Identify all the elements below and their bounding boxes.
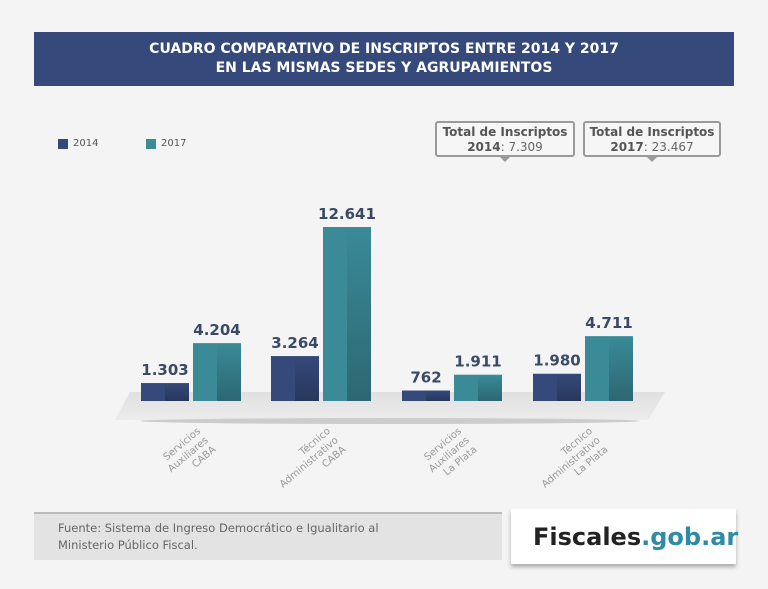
data-label: 3.264	[271, 334, 318, 352]
data-label: 1.980	[533, 352, 580, 370]
bar-shade	[217, 343, 241, 401]
legend-item-2017: 2017	[146, 138, 186, 149]
bar-shade	[165, 383, 189, 401]
chart-title: CUADRO COMPARATIVO DE INSCRIPTOS ENTRE 2…	[34, 32, 734, 86]
category-label: ServiciosAuxiliaresCABA	[158, 426, 218, 484]
platform-shadow	[140, 418, 640, 424]
legend-swatch	[146, 138, 156, 149]
total-2017-callout: Total de Inscriptos 2017: 23.467	[583, 121, 721, 162]
bar-shade	[609, 336, 633, 401]
bar-chart: 1.303 4.204 ServiciosAuxiliaresCABA 3.264 12…	[115, 205, 665, 499]
total-year: 2017	[610, 140, 644, 154]
bar-shade	[295, 356, 319, 401]
total-value: : 7.309	[500, 140, 543, 154]
legend-item-2014: 2014	[58, 138, 98, 149]
logo-text-accent: .gob.ar	[641, 522, 739, 551]
source-line-2: Ministerio Público Fiscal.	[58, 538, 198, 552]
total-value: : 23.467	[643, 140, 694, 154]
bar-shade	[557, 373, 581, 401]
bar-shade	[478, 374, 502, 401]
legend-label: 2014	[73, 138, 99, 149]
legend-swatch	[58, 138, 68, 149]
fiscales-logo: Fiscales .gob.ar	[511, 509, 739, 564]
source-note: Fuente: Sistema de Ingreso Democrático e…	[34, 512, 502, 560]
bar-shade	[426, 390, 450, 401]
data-label: 1.911	[454, 353, 501, 371]
category-label: TécnicoAdministrativoLa Plata	[531, 425, 610, 499]
bar-shade	[347, 227, 371, 401]
legend-label: 2017	[161, 138, 187, 149]
data-label: 4.711	[585, 314, 632, 332]
data-label: 4.204	[193, 321, 240, 339]
data-label: 12.641	[318, 205, 376, 223]
title-line-2: EN LAS MISMAS SEDES Y AGRUPAMIENTOS	[215, 60, 553, 76]
data-label: 762	[410, 369, 441, 387]
total-2014-callout: Total de Inscriptos 2014: 7.309	[435, 121, 575, 162]
total-year: 2014	[467, 140, 501, 154]
source-line-1: Fuente: Sistema de Ingreso Democrático e…	[58, 521, 379, 535]
total-label: Total de Inscriptos	[589, 125, 715, 139]
logo-text: Fiscales	[533, 522, 642, 551]
title-line-1: CUADRO COMPARATIVO DE INSCRIPTOS ENTRE 2…	[149, 41, 619, 57]
chart-platform	[115, 392, 665, 420]
data-label: 1.303	[141, 361, 188, 379]
total-label: Total de Inscriptos	[442, 125, 568, 139]
category-label: ServiciosAuxiliaresLa Plata	[419, 426, 479, 484]
category-label: TécnicoAdministrativoCABA	[269, 425, 348, 499]
